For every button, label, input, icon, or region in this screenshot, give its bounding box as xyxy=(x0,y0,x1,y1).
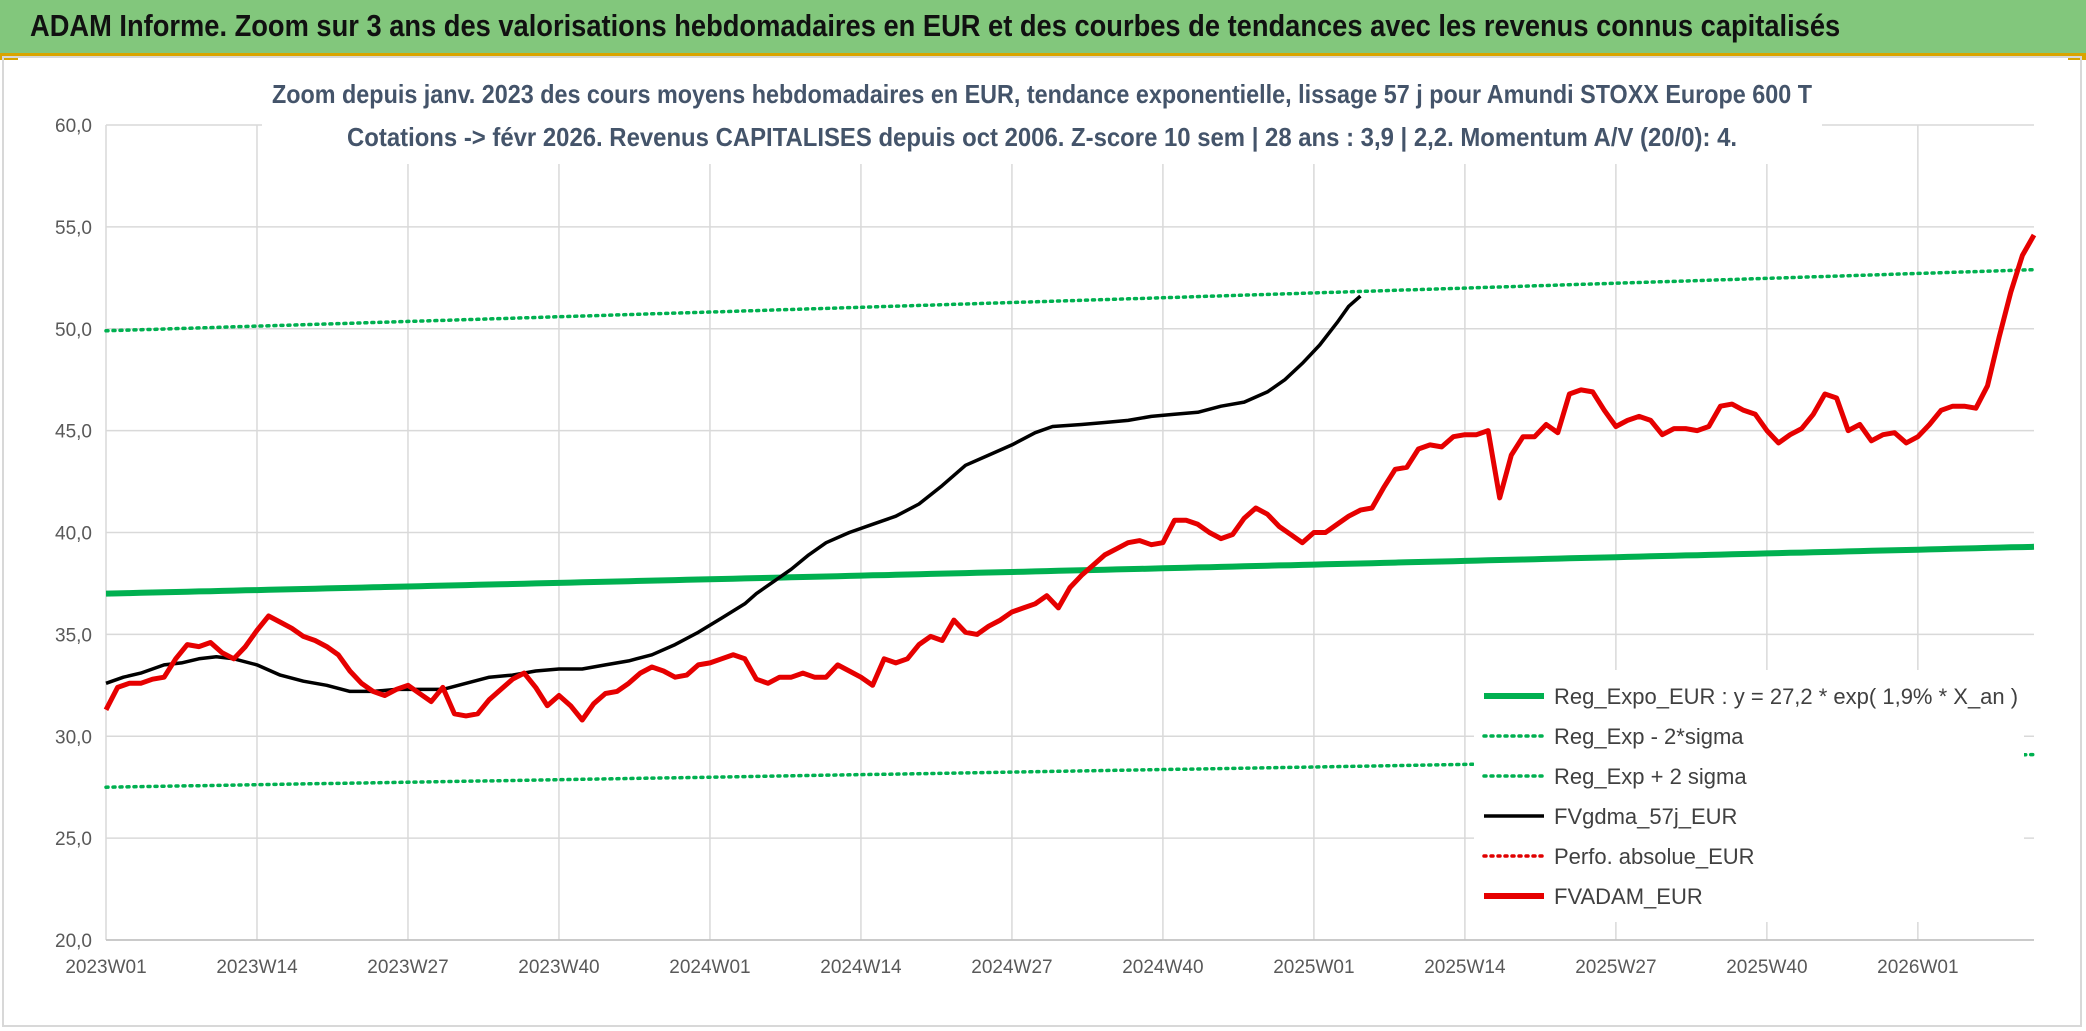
chart-title-line: Zoom depuis janv. 2023 des cours moyens … xyxy=(272,79,1812,109)
x-tick-label: 2024W01 xyxy=(669,957,750,978)
x-tick-label: 2023W40 xyxy=(518,957,599,978)
x-tick-label: 2025W01 xyxy=(1273,957,1354,978)
x-tick-label: 2023W27 xyxy=(367,957,448,978)
title-background xyxy=(262,58,1822,164)
legend-label: FVADAM_EUR xyxy=(1554,884,1703,909)
x-tick-label: 2024W14 xyxy=(820,957,902,978)
y-tick-label: 25,0 xyxy=(55,829,92,850)
x-tick-label: 2026W01 xyxy=(1877,957,1958,978)
title-layer: Zoom depuis janv. 2023 des cours moyens … xyxy=(262,58,1822,164)
legend-background xyxy=(1474,670,2024,922)
reg-exp-minus-2sigma-line xyxy=(104,752,2036,789)
chart-frame: 20,0 25,0 30,0 35,0 40,0 45,0 50,0 55,0 60,0 2023… xyxy=(2,56,2082,1027)
x-tick-label: 2024W27 xyxy=(971,957,1052,978)
y-tick-label: 50,0 xyxy=(55,320,92,341)
grid-layer xyxy=(105,124,2034,941)
reg-exp-plus-2sigma-line xyxy=(104,267,2036,333)
legend-label: Reg_Expo_EUR : y = 27,2 * exp( 1,9% * X_… xyxy=(1554,684,2018,709)
y-tick-label: 20,0 xyxy=(55,931,92,952)
report-header: ADAM Informe. Zoom sur 3 ans des valoris… xyxy=(0,0,2086,56)
legend-label: FVgdma_57j_EUR xyxy=(1554,804,1737,829)
y-tick-label: 60,0 xyxy=(55,116,92,137)
y-tick-label: 40,0 xyxy=(55,524,92,545)
y-tick-label: 45,0 xyxy=(55,422,92,443)
series-layer xyxy=(103,233,2037,789)
x-tick-label: 2025W27 xyxy=(1575,957,1656,978)
x-tick-label: 2025W40 xyxy=(1726,957,1807,978)
x-tick-label: 2024W40 xyxy=(1122,957,1203,978)
y-tick-label: 30,0 xyxy=(55,727,92,748)
legend-layer: Reg_Expo_EUR : y = 27,2 * exp( 1,9% * X_… xyxy=(1474,670,2024,922)
legend-label: Reg_Exp + 2 sigma xyxy=(1554,764,1747,789)
x-tick-label: 2025W14 xyxy=(1424,957,1506,978)
y-tick-label: 35,0 xyxy=(55,625,92,646)
legend-label: Reg_Exp - 2*sigma xyxy=(1554,724,1744,749)
chart-svg: 20,0 25,0 30,0 35,0 40,0 45,0 50,0 55,0 60,0 2023… xyxy=(55,58,2037,978)
report-title: ADAM Informe. Zoom sur 3 ans des valoris… xyxy=(30,8,1841,43)
fvadam-line xyxy=(103,233,2037,723)
fvgdma-57j-line xyxy=(105,294,1362,694)
chart-title-line: Cotations -> févr 2026. Revenus CAPITALI… xyxy=(347,122,1737,152)
x-tick-label: 2023W01 xyxy=(65,957,146,978)
x-tick-label: 2023W14 xyxy=(216,957,298,978)
reg-expo-line xyxy=(105,543,2035,597)
legend-label: Perfo. absolue_EUR xyxy=(1554,844,1755,869)
y-tick-label: 55,0 xyxy=(55,218,92,239)
axis-layer: 20,0 25,0 30,0 35,0 40,0 45,0 50,0 55,0 60,0 2023… xyxy=(55,116,2034,978)
